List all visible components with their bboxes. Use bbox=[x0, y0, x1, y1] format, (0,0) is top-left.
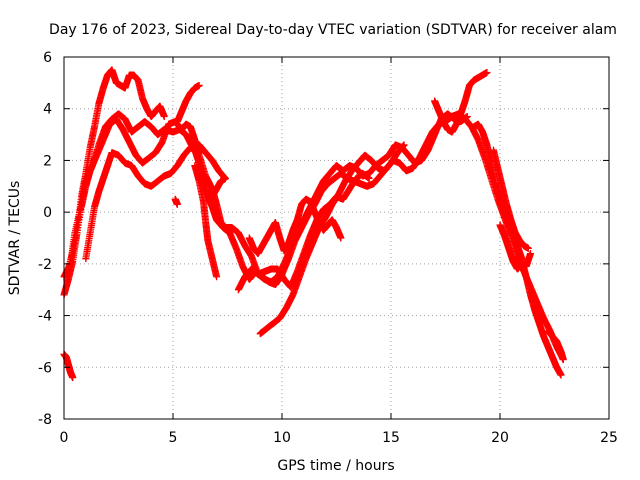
x-tick-label: 10 bbox=[273, 430, 291, 446]
data-point bbox=[524, 244, 532, 252]
y-tick-label: 0 bbox=[43, 205, 52, 221]
data-point bbox=[483, 69, 491, 77]
y-tick-label: -2 bbox=[38, 257, 52, 273]
series-15 bbox=[496, 221, 535, 273]
series-5 bbox=[171, 195, 181, 208]
data-point bbox=[213, 273, 221, 281]
chart-title: Day 176 of 2023, Sidereal Day-to-day VTE… bbox=[49, 22, 617, 38]
series-7 bbox=[191, 162, 221, 281]
y-tick-label: 2 bbox=[43, 153, 52, 169]
series-9 bbox=[234, 169, 373, 294]
y-tick-label: -6 bbox=[38, 360, 52, 376]
x-tick-label: 15 bbox=[382, 430, 400, 446]
data-point bbox=[400, 141, 408, 149]
series-17 bbox=[60, 350, 77, 382]
series-10 bbox=[245, 195, 345, 258]
x-tick-label: 25 bbox=[600, 430, 618, 446]
data-point bbox=[195, 81, 203, 89]
data-point bbox=[221, 175, 229, 183]
data-points bbox=[60, 66, 567, 382]
series-12 bbox=[431, 69, 491, 136]
series-8 bbox=[208, 175, 229, 201]
series-14 bbox=[489, 146, 532, 252]
y-tick-label: -8 bbox=[38, 412, 52, 428]
series-3 bbox=[64, 110, 471, 286]
y-axis: -8 -6 -4 -2 0 2 4 6 bbox=[38, 50, 609, 428]
data-point bbox=[69, 374, 77, 382]
y-tick-label: 6 bbox=[43, 50, 52, 66]
y-axis-label: SDTVAR / TECUs bbox=[7, 181, 23, 296]
data-point bbox=[527, 250, 535, 258]
x-tick-label: 0 bbox=[60, 430, 69, 446]
x-tick-label: 5 bbox=[169, 430, 178, 446]
x-axis: 0 5 10 15 20 25 bbox=[60, 57, 618, 446]
y-tick-label: 4 bbox=[43, 102, 52, 118]
plot-frame bbox=[63, 56, 610, 420]
series-11 bbox=[256, 141, 408, 338]
y-tick-label: -4 bbox=[38, 309, 52, 325]
data-point bbox=[559, 356, 567, 364]
x-tick-label: 20 bbox=[491, 430, 509, 446]
data-point bbox=[557, 371, 565, 379]
data-point bbox=[365, 175, 373, 183]
data-point bbox=[160, 112, 168, 120]
series-16 bbox=[544, 327, 567, 364]
data-point bbox=[173, 200, 181, 208]
data-point bbox=[337, 234, 345, 242]
x-axis-label: GPS time / hours bbox=[277, 458, 394, 474]
series-6 bbox=[173, 81, 203, 126]
